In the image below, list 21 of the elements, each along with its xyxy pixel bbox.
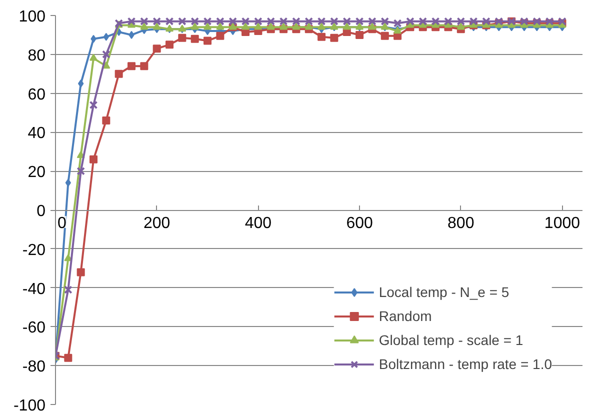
legend-label: Boltzmann - temp rate = 1.0 [378, 356, 552, 372]
legend-label: Random [378, 308, 432, 324]
x-tick-label: 0 [58, 215, 66, 232]
x-tick-label: 400 [244, 215, 272, 232]
legend-label: Global temp - scale = 1 [378, 332, 524, 348]
y-tick-label: -20 [22, 242, 46, 259]
y-tick-label: 0 [36, 203, 46, 220]
x-tick-label: 200 [144, 215, 170, 232]
x-tick-label: 1000 [544, 215, 580, 232]
x-tick-label: 800 [448, 215, 474, 232]
y-tick-label: -80 [22, 358, 46, 376]
y-tick-label: -40 [22, 280, 46, 298]
y-tick-label: 20 [28, 164, 46, 182]
y-tick-label: 80 [28, 47, 46, 64]
x-tick-label: 600 [346, 215, 373, 232]
y-tick-label: -60 [22, 320, 46, 337]
y-tick-label: 60 [28, 86, 46, 104]
legend-label: Local temp - N_e = 5 [378, 284, 510, 300]
y-tick-label: -100 [13, 398, 46, 414]
y-tick-label: 40 [28, 125, 46, 142]
y-tick-label: 100 [18, 8, 46, 26]
